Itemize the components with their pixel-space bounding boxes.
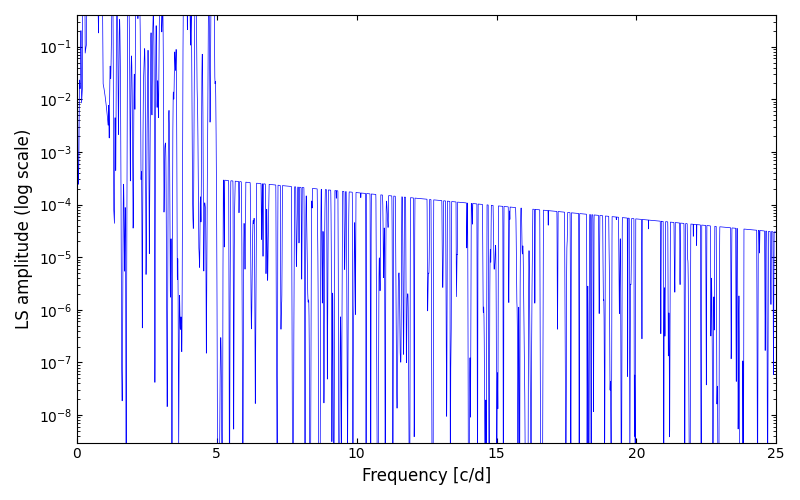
X-axis label: Frequency [c/d]: Frequency [c/d] <box>362 467 491 485</box>
Y-axis label: LS amplitude (log scale): LS amplitude (log scale) <box>15 128 33 329</box>
